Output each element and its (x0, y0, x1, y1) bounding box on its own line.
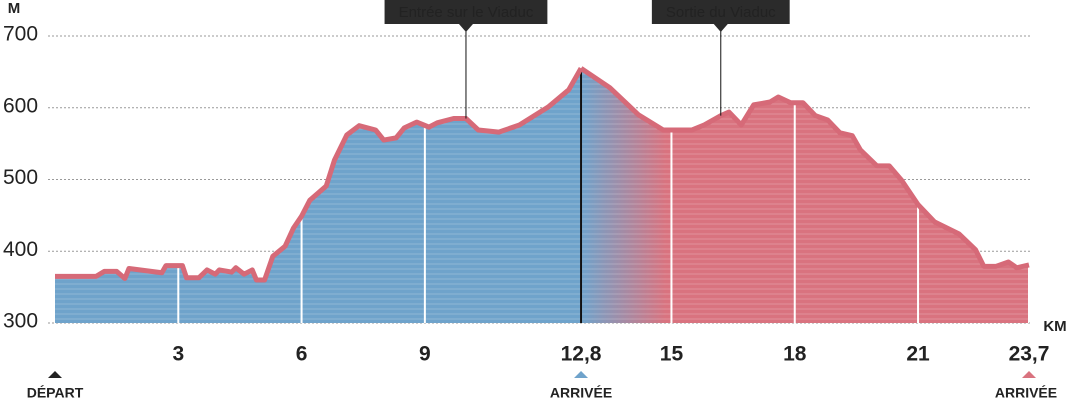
y-tick-label: 700 (3, 23, 38, 46)
marker-triangle (574, 371, 589, 378)
elevation-outline (55, 67, 584, 283)
x-tick-label: 9 (419, 343, 431, 366)
annotation-box (384, 0, 548, 24)
x-axis-label: KM (1043, 318, 1066, 335)
x-tick-label: 6 (296, 343, 308, 366)
x-tick-label: 23,7 (1009, 343, 1050, 366)
annotation-text: Sortie du Viaduc (666, 4, 776, 21)
marker-triangle (48, 371, 62, 378)
marker-triangle (1022, 371, 1036, 378)
y-tick-label: 500 (3, 166, 38, 189)
y-tick-label: 300 (3, 310, 38, 333)
x-tick-label: 12,8 (561, 343, 602, 366)
marker-label: ARRIVÉE (995, 385, 1057, 401)
annotation-pointer (458, 24, 473, 32)
y-tick-label: 400 (3, 238, 38, 261)
y-axis-label: M (8, 0, 21, 17)
x-tick-label: 21 (906, 343, 930, 366)
annotation-pointer (713, 24, 728, 32)
x-tick-label: 18 (783, 343, 807, 366)
annotation-box (651, 0, 790, 24)
marker-label: ARRIVÉE (550, 385, 612, 401)
annotation-text: Entrée sur le Viaduc (399, 4, 534, 21)
elevation-outline (579, 66, 1030, 271)
x-tick-label: 15 (660, 343, 684, 366)
marker-label: DÉPART (27, 385, 84, 401)
x-tick-label: 3 (172, 343, 184, 366)
y-tick-label: 600 (3, 94, 38, 117)
